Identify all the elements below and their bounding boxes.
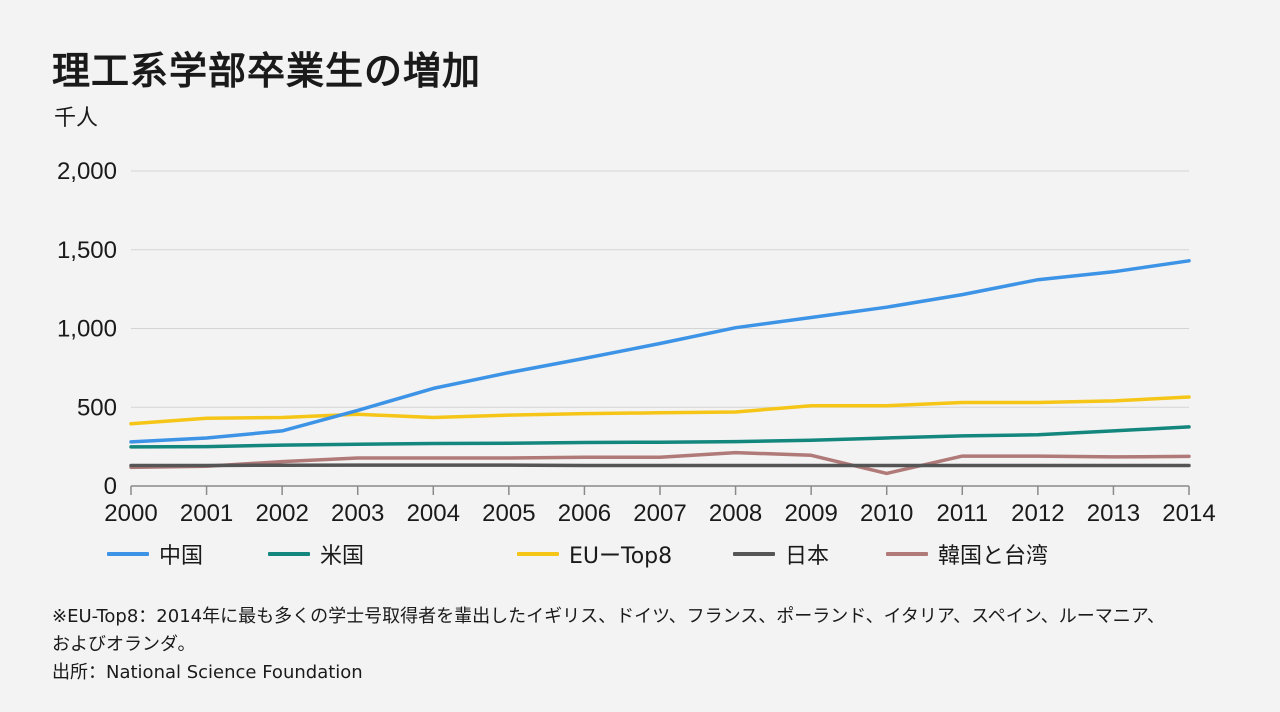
legend-item: 日本 bbox=[733, 538, 829, 570]
legend-item: EUーTop8 bbox=[517, 538, 672, 570]
legend-swatch bbox=[268, 552, 310, 556]
legend-label: 中国 bbox=[159, 544, 204, 569]
x-tick-label: 2006 bbox=[558, 500, 611, 527]
series-line-1 bbox=[129, 425, 1191, 449]
x-axis: 2000 2001 2002 2003 2004 2005 2006 2007 2008 2009… bbox=[104, 485, 1216, 527]
line-chart: 0 500 1,000 1,500 2,000 2000 2001 2002 2003 2004… bbox=[57, 158, 1216, 527]
legend-item: 韓国と台湾 bbox=[886, 538, 1048, 570]
x-tick-label: 2003 bbox=[331, 500, 384, 527]
legend-item: 米国 bbox=[268, 538, 364, 570]
x-tick-label: 2008 bbox=[709, 500, 762, 527]
x-tick-label: 2004 bbox=[407, 500, 460, 527]
chart-title: 理工系学部卒業生の増加 bbox=[52, 49, 482, 93]
x-tick-label: 2013 bbox=[1087, 500, 1140, 527]
y-tick-label: 2,000 bbox=[57, 158, 117, 185]
x-tick-label: 2002 bbox=[255, 500, 308, 527]
series-lines bbox=[129, 259, 1191, 476]
x-tick-label: 2010 bbox=[860, 500, 913, 527]
y-tick-label: 500 bbox=[77, 394, 117, 421]
legend-swatch bbox=[107, 552, 149, 556]
x-tick-label: 2005 bbox=[482, 500, 535, 527]
y-tick-label: 1,500 bbox=[57, 237, 117, 264]
legend: 中国 米国 EUーTop8 日本 韓国と台湾 bbox=[0, 538, 1280, 572]
series-line-0 bbox=[129, 259, 1191, 444]
legend-label: 日本 bbox=[785, 544, 830, 569]
grid-lines bbox=[131, 170, 1189, 408]
legend-label: 米国 bbox=[320, 544, 365, 569]
legend-swatch bbox=[733, 552, 775, 556]
x-tick-label: 2014 bbox=[1162, 500, 1215, 527]
x-tick-label: 2009 bbox=[784, 500, 837, 527]
source-note: 出所：National Science Foundation bbox=[52, 662, 363, 683]
x-tick-label: 2001 bbox=[180, 500, 233, 527]
x-tick-label: 2011 bbox=[936, 500, 988, 527]
y-axis-unit: 千人 bbox=[54, 106, 99, 131]
series-line-2 bbox=[129, 395, 1191, 426]
footnote: ※EU-Top8：2014年に最も多くの学士号取得者を輩出したイギリス、ドイツ、… bbox=[52, 603, 1232, 687]
x-tick-label: 2012 bbox=[1011, 500, 1064, 527]
legend-item: 中国 bbox=[107, 538, 203, 570]
x-tick-label: 2007 bbox=[633, 500, 686, 527]
series-line-4 bbox=[129, 450, 1191, 476]
y-axis-ticks: 0 500 1,000 1,500 2,000 bbox=[57, 158, 117, 500]
y-tick-label: 0 bbox=[104, 473, 117, 500]
legend-swatch bbox=[517, 552, 559, 556]
footnote-line-2: およびオランダ。 bbox=[52, 634, 196, 655]
x-tick-label: 2000 bbox=[104, 500, 157, 527]
legend-label: 韓国と台湾 bbox=[938, 544, 1049, 569]
legend-label: EUーTop8 bbox=[569, 544, 673, 569]
legend-swatch bbox=[886, 552, 928, 556]
footnote-line-1: ※EU-Top8：2014年に最も多くの学士号取得者を輩出したイギリス、ドイツ、… bbox=[52, 606, 1165, 627]
y-tick-label: 1,000 bbox=[57, 316, 117, 343]
